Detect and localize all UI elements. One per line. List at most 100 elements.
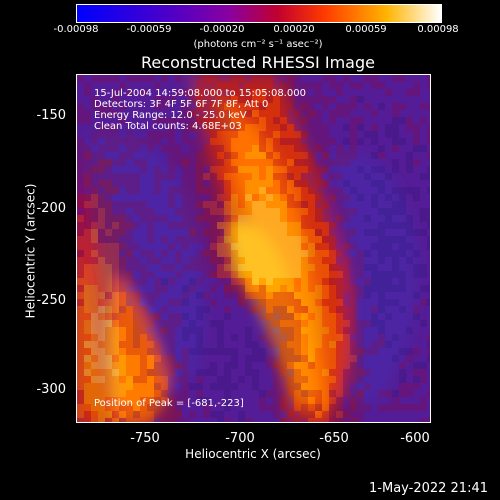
heatmap-cell — [364, 362, 371, 369]
heatmap-cell — [343, 75, 350, 82]
heatmap-cell — [350, 320, 357, 327]
heatmap-cell — [266, 271, 273, 278]
heatmap-cell — [280, 159, 287, 166]
heatmap-cell — [84, 418, 91, 422]
heatmap-cell — [329, 355, 336, 362]
heatmap-cell — [126, 208, 133, 215]
heatmap-cell — [203, 222, 210, 229]
heatmap-cell — [420, 103, 427, 110]
heatmap-cell — [112, 411, 119, 418]
heatmap-cell — [175, 348, 182, 355]
heatmap-cell — [287, 117, 294, 124]
heatmap-cell — [308, 152, 315, 159]
heatmap-cell — [294, 250, 301, 257]
heatmap-cell — [196, 138, 203, 145]
heatmap-cell — [154, 369, 161, 376]
heatmap-cell — [182, 320, 189, 327]
heatmap-cell — [189, 103, 196, 110]
heatmap-cell — [406, 96, 413, 103]
heatmap-cell — [147, 229, 154, 236]
heatmap-cell — [168, 166, 175, 173]
heatmap-cell — [98, 131, 105, 138]
heatmap-cell — [133, 131, 140, 138]
heatmap-cell — [140, 327, 147, 334]
heatmap-cell — [98, 229, 105, 236]
heatmap-cell — [315, 194, 322, 201]
heatmap-cell — [280, 194, 287, 201]
heatmap-cell — [406, 229, 413, 236]
heatmap-cell — [406, 313, 413, 320]
heatmap-cell — [329, 243, 336, 250]
heatmap-cell — [371, 159, 378, 166]
heatmap-cell — [154, 145, 161, 152]
heatmap-cell — [301, 222, 308, 229]
heatmap-cell — [266, 229, 273, 236]
heatmap-cell — [399, 292, 406, 299]
heatmap-cell — [357, 257, 364, 264]
heatmap-cell — [322, 159, 329, 166]
heatmap-cell — [182, 194, 189, 201]
heatmap-cell — [259, 173, 266, 180]
heatmap-cell — [238, 236, 245, 243]
heatmap-cell — [182, 117, 189, 124]
heatmap-cell — [119, 82, 126, 89]
heatmap-cell — [168, 334, 175, 341]
heatmap-cell — [175, 292, 182, 299]
heatmap-cell — [126, 166, 133, 173]
heatmap-cell — [336, 271, 343, 278]
heatmap-cell — [196, 229, 203, 236]
heatmap-cell — [119, 215, 126, 222]
heatmap-cell — [301, 103, 308, 110]
heatmap-cell — [301, 397, 308, 404]
heatmap-cell — [315, 341, 322, 348]
heatmap-cell — [140, 355, 147, 362]
heatmap-cell — [336, 208, 343, 215]
heatmap-cell — [168, 152, 175, 159]
heatmap-cell — [308, 117, 315, 124]
heatmap-cell — [385, 369, 392, 376]
heatmap-cell — [378, 418, 385, 422]
heatmap-cell — [343, 180, 350, 187]
heatmap-cell — [315, 103, 322, 110]
heatmap-cell — [392, 173, 399, 180]
heatmap-cell — [406, 236, 413, 243]
heatmap-cell — [385, 383, 392, 390]
heatmap-cell — [294, 124, 301, 131]
heatmap-cell — [133, 348, 140, 355]
heatmap-cell — [168, 96, 175, 103]
heatmap-cell — [399, 180, 406, 187]
heatmap-cell — [273, 243, 280, 250]
heatmap-cell — [385, 362, 392, 369]
heatmap-cell — [84, 404, 91, 411]
heatmap-cell — [203, 334, 210, 341]
heatmap-cell — [350, 390, 357, 397]
heatmap-cell — [126, 278, 133, 285]
heatmap-cell — [413, 96, 420, 103]
heatmap-cell — [357, 131, 364, 138]
heatmap-cell — [196, 285, 203, 292]
heatmap-cell — [119, 404, 126, 411]
heatmap-cell — [203, 117, 210, 124]
heatmap-cell — [231, 362, 238, 369]
heatmap-cell — [210, 411, 217, 418]
heatmap-cell — [140, 397, 147, 404]
heatmap-cell — [273, 201, 280, 208]
heatmap-cell — [133, 397, 140, 404]
heatmap-cell — [343, 82, 350, 89]
heatmap-cell — [140, 320, 147, 327]
heatmap-cell — [343, 215, 350, 222]
heatmap-cell — [280, 362, 287, 369]
heatmap-cell — [154, 418, 161, 422]
heatmap-cell — [266, 215, 273, 222]
heatmap-cell — [294, 194, 301, 201]
heatmap-cell — [315, 229, 322, 236]
heatmap-cell — [336, 397, 343, 404]
heatmap-cell — [168, 215, 175, 222]
heatmap-cell — [294, 138, 301, 145]
heatmap-cell — [315, 285, 322, 292]
heatmap-cell — [91, 341, 98, 348]
heatmap-cell — [259, 82, 266, 89]
heatmap-cell — [413, 278, 420, 285]
heatmap-cell — [371, 208, 378, 215]
heatmap-cell — [119, 334, 126, 341]
